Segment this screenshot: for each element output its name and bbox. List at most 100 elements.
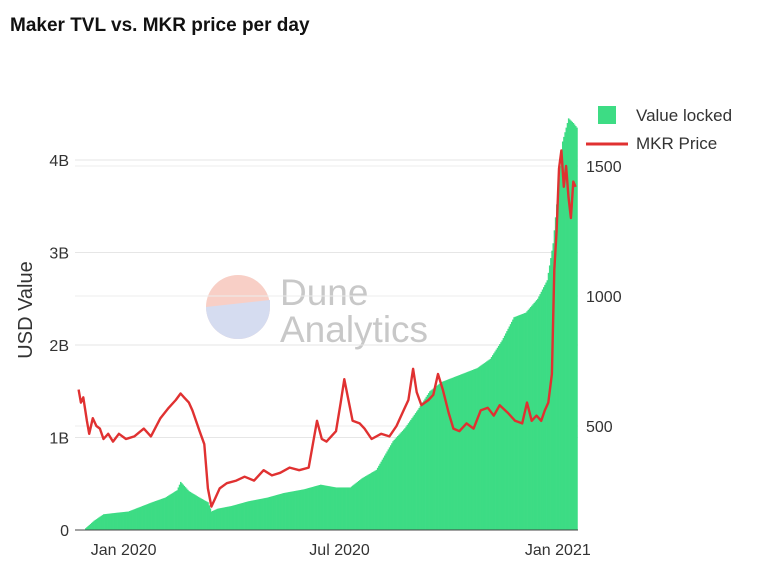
value-locked-bar	[245, 501, 247, 530]
value-locked-bar	[398, 434, 400, 530]
value-locked-bar	[487, 360, 489, 530]
value-locked-bar	[150, 502, 152, 530]
value-locked-bar	[551, 250, 553, 530]
value-locked-bar	[248, 501, 251, 530]
value-locked-bar	[509, 324, 512, 530]
value-locked-bar	[284, 492, 286, 530]
value-locked-bar	[559, 166, 562, 530]
value-locked-bar	[268, 496, 271, 530]
legend-swatch-value-locked[interactable]	[598, 106, 616, 124]
value-locked-bar	[175, 490, 177, 530]
value-locked-bar	[87, 526, 89, 530]
value-locked-bar	[304, 488, 307, 530]
value-locked-bar	[146, 504, 149, 530]
value-locked-bar	[94, 519, 97, 530]
value-locked-bar	[376, 467, 379, 530]
value-locked-bar	[298, 490, 301, 530]
value-locked-bar	[292, 491, 295, 530]
value-locked-bar	[395, 437, 398, 530]
value-locked-bar	[411, 418, 413, 530]
value-locked-bar	[505, 333, 507, 530]
value-locked-bar	[157, 500, 159, 530]
value-locked-bar	[553, 230, 556, 531]
value-locked-bar	[325, 485, 328, 530]
value-locked-bar	[136, 508, 138, 530]
value-locked-bar	[219, 508, 221, 530]
value-locked-bar	[257, 499, 259, 530]
value-locked-bar	[435, 386, 437, 530]
value-locked-bar	[195, 495, 197, 530]
value-locked-bar	[565, 127, 568, 530]
value-locked-bar	[212, 510, 214, 530]
value-locked-bar	[166, 496, 169, 530]
value-locked-bar	[442, 381, 444, 530]
value-locked-bar	[408, 421, 411, 530]
value-locked-bar	[204, 500, 207, 530]
value-locked-bar	[567, 118, 570, 530]
value-locked-bar	[388, 447, 391, 530]
value-locked-bar	[151, 502, 154, 530]
value-locked-bar	[277, 494, 279, 530]
value-locked-bar	[566, 123, 569, 530]
legend[interactable]: Value locked MKR Price	[586, 106, 732, 153]
value-locked-bar	[273, 495, 276, 530]
value-locked-bar	[152, 501, 155, 530]
mkr-price-line	[77, 149, 577, 508]
value-locked-bar	[427, 393, 430, 530]
value-locked-bar	[324, 485, 327, 530]
value-locked-bar	[327, 485, 329, 530]
value-locked-bar	[255, 499, 258, 530]
value-locked-bar	[285, 492, 288, 530]
value-locked-bar	[552, 243, 555, 530]
value-locked-bar	[480, 365, 482, 530]
value-locked-bar	[488, 359, 490, 530]
value-locked-bar	[564, 132, 566, 530]
value-locked-bar	[471, 369, 474, 530]
value-locked-bar	[207, 502, 209, 530]
value-locked-bar	[515, 316, 518, 530]
value-locked-bar	[226, 506, 228, 530]
value-locked-bar	[96, 518, 99, 530]
legend-label-mkr-price[interactable]: MKR Price	[636, 134, 717, 153]
value-locked-bar	[407, 423, 410, 530]
value-locked-bar	[495, 349, 498, 530]
value-locked-bar	[149, 503, 151, 530]
value-locked-bar	[85, 528, 87, 530]
value-locked-bar	[306, 488, 309, 530]
value-locked-bar	[561, 141, 564, 530]
value-locked-bar	[414, 413, 417, 530]
value-locked-bar	[274, 495, 277, 530]
value-locked-bar	[118, 512, 120, 530]
value-locked-bar	[185, 488, 188, 530]
value-locked-bar	[287, 492, 290, 530]
value-locked-bar	[209, 508, 212, 530]
value-locked-bar	[575, 126, 577, 530]
value-locked-bar	[340, 487, 342, 530]
value-locked-bar	[201, 498, 203, 530]
value-locked-bar	[494, 351, 496, 530]
value-locked-bar	[439, 382, 442, 530]
value-locked-bar	[305, 488, 308, 530]
value-locked-bar	[169, 494, 171, 530]
value-locked-bar	[190, 492, 193, 530]
value-locked-bar	[400, 432, 403, 530]
value-locked-bar	[240, 503, 243, 530]
value-locked-bar	[524, 313, 526, 530]
value-locked-bar	[139, 506, 142, 530]
value-locked-bar	[493, 353, 495, 530]
value-locked-bar	[128, 511, 131, 530]
value-locked-bar	[418, 407, 420, 530]
value-locked-bar	[462, 373, 464, 530]
value-locked-bar	[413, 414, 416, 530]
value-locked-bar	[503, 335, 506, 530]
value-locked-bar	[182, 484, 184, 530]
value-locked-bar	[187, 489, 189, 530]
value-locked-bar	[484, 362, 487, 530]
value-locked-bar	[249, 500, 252, 530]
legend-label-value-locked[interactable]: Value locked	[636, 106, 732, 125]
value-locked-bar	[362, 477, 365, 530]
value-locked-bar	[179, 481, 182, 530]
value-locked-bar	[297, 490, 299, 530]
value-locked-bar	[526, 311, 528, 530]
y-axis-title: USD Value	[15, 261, 37, 358]
